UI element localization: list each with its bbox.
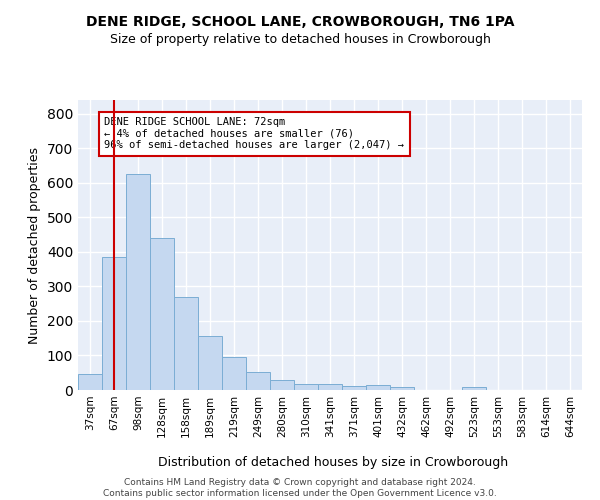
Bar (150, 238, 174, 390)
Bar (174, 297, 198, 390)
Text: Contains HM Land Registry data © Crown copyright and database right 2024.
Contai: Contains HM Land Registry data © Crown c… (103, 478, 497, 498)
Bar (78, 374, 102, 390)
Bar (294, 384, 318, 390)
Bar (102, 257, 126, 390)
Bar (318, 384, 342, 390)
Y-axis label: Number of detached properties: Number of detached properties (28, 146, 41, 344)
Bar (222, 357, 246, 390)
Bar (198, 336, 222, 390)
Bar (366, 385, 390, 390)
Bar (342, 386, 366, 390)
Bar (390, 387, 414, 390)
Text: Size of property relative to detached houses in Crowborough: Size of property relative to detached ho… (110, 32, 490, 46)
Bar (126, 174, 150, 390)
Text: DENE RIDGE SCHOOL LANE: 72sqm
← 4% of detached houses are smaller (76)
96% of se: DENE RIDGE SCHOOL LANE: 72sqm ← 4% of de… (104, 118, 404, 150)
Bar (462, 387, 486, 390)
Bar (246, 372, 270, 390)
Text: Distribution of detached houses by size in Crowborough: Distribution of detached houses by size … (158, 456, 508, 469)
Bar (270, 380, 294, 390)
Text: DENE RIDGE, SCHOOL LANE, CROWBOROUGH, TN6 1PA: DENE RIDGE, SCHOOL LANE, CROWBOROUGH, TN… (86, 15, 514, 29)
